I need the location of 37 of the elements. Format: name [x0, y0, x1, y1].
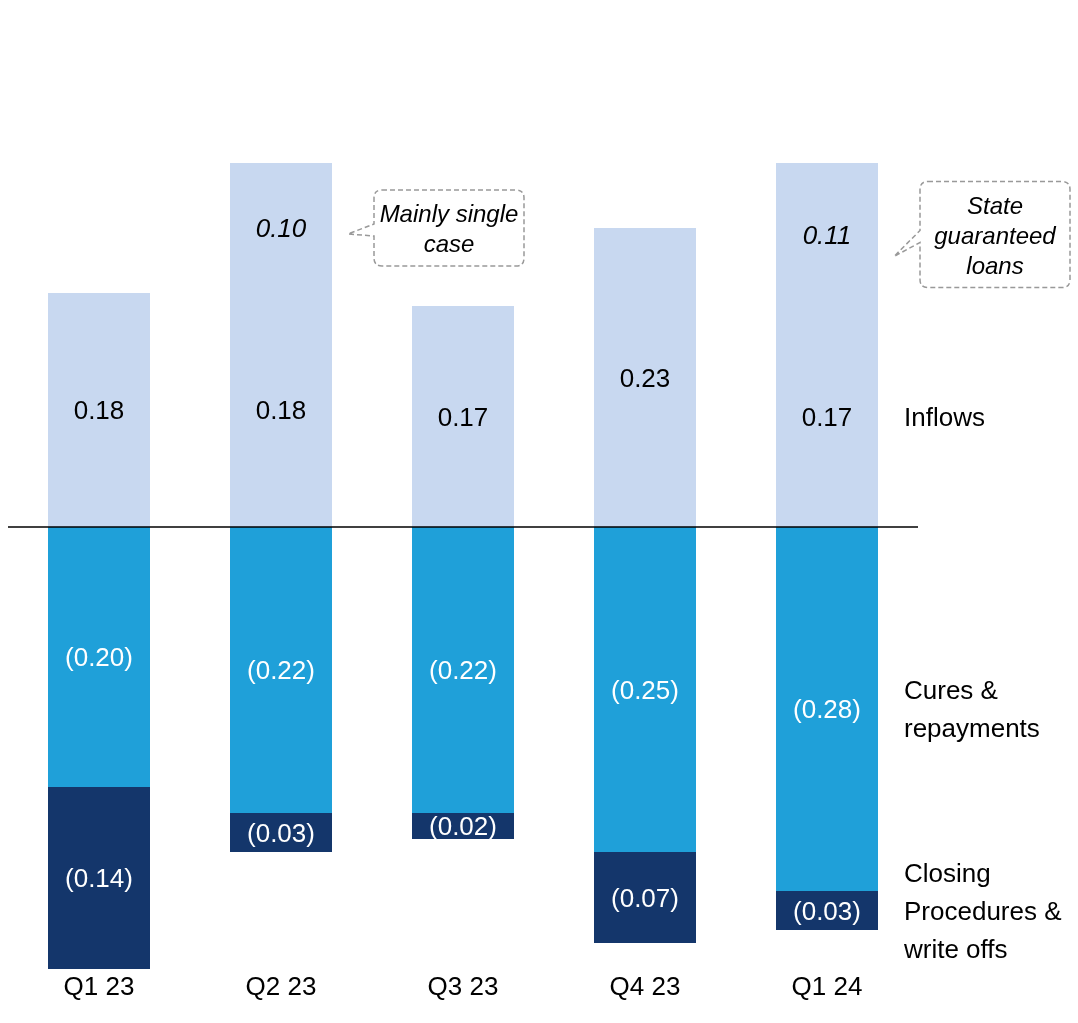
data-label: (0.03)	[793, 895, 861, 926]
data-label: (0.14)	[65, 863, 133, 893]
x-tick-label: Q3 23	[427, 971, 499, 1002]
bar	[594, 852, 696, 943]
bar	[48, 787, 150, 969]
bar	[230, 527, 332, 813]
data-label: 0.23	[619, 362, 671, 393]
bar	[48, 527, 150, 787]
data-label: (0.22)	[429, 655, 497, 685]
x-tick-label: Q4 23	[609, 971, 681, 1002]
annotation: Mainly single case	[379, 199, 519, 257]
data-label: 0.17	[801, 401, 853, 432]
series-label: Closing Procedures & write offs	[903, 857, 1062, 964]
data-label: (0.20)	[65, 642, 133, 672]
data-label: (0.28)	[793, 694, 861, 724]
x-tick-label: Q1 23	[63, 971, 135, 1002]
data-label: 0.18	[255, 395, 307, 425]
bar	[594, 527, 696, 852]
data-label: (0.02)	[429, 811, 497, 841]
data-label: 0.17	[437, 401, 489, 432]
text: State guaranteed loans	[934, 191, 1057, 278]
data-label: (0.22)	[247, 655, 315, 685]
bar	[594, 228, 696, 527]
x-tick-label: Q1 24	[791, 971, 863, 1002]
bar	[412, 527, 514, 813]
data-label: 0.11	[802, 219, 852, 250]
x-tick-label: Q2 23	[245, 971, 317, 1002]
bar	[48, 293, 150, 527]
data-label: (0.25)	[611, 674, 679, 705]
data-label: (0.07)	[611, 882, 679, 913]
series-label: Cures & repayments	[904, 675, 1040, 743]
series-label: Inflows	[904, 401, 985, 432]
bar	[776, 527, 878, 891]
data-label: 0.10	[255, 213, 307, 243]
data-label: 0.18	[73, 395, 125, 425]
data-label: (0.03)	[247, 817, 315, 848]
bar	[412, 306, 514, 527]
